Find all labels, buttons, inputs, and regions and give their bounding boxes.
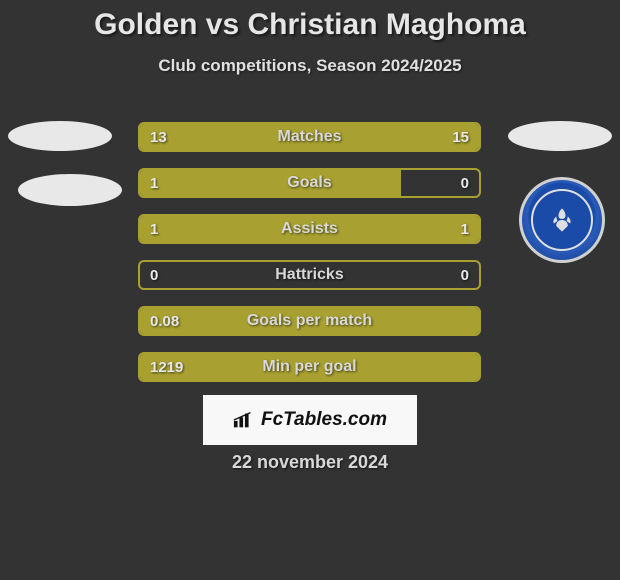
- stat-row-matches: 13 Matches 15: [138, 122, 481, 152]
- stat-fill-right: [310, 216, 480, 242]
- stat-fill-left: [140, 354, 479, 380]
- stat-fill-left: [140, 216, 310, 242]
- stat-value-left: 1219: [150, 354, 183, 380]
- stat-row-assists: 1 Assists 1: [138, 214, 481, 244]
- bars-icon: [233, 411, 255, 429]
- footer-brand-box[interactable]: FcTables.com: [203, 395, 417, 445]
- stats-container: 13 Matches 15 1 Goals 0 1 Assists 1 0 Ha…: [138, 122, 481, 398]
- stat-value-right: 15: [452, 124, 469, 150]
- stat-label: Hattricks: [140, 262, 479, 288]
- stat-value-left: 1: [150, 216, 158, 242]
- club-badge-inner: [531, 189, 593, 251]
- stat-row-mpg: 1219 Min per goal: [138, 352, 481, 382]
- stat-fill-left: [140, 308, 479, 334]
- player-left-avatar-2: [18, 174, 122, 206]
- stat-value-right: 0: [461, 262, 469, 288]
- stat-fill-left: [140, 170, 401, 196]
- page-title: Golden vs Christian Maghoma: [0, 0, 620, 42]
- player-right-avatar: [508, 121, 612, 151]
- stat-row-gpm: 0.08 Goals per match: [138, 306, 481, 336]
- stat-row-hattricks: 0 Hattricks 0: [138, 260, 481, 290]
- date-line: 22 november 2024: [0, 452, 620, 473]
- stat-value-left: 0.08: [150, 308, 179, 334]
- player-left-avatar-1: [8, 121, 112, 151]
- footer-brand-text: FcTables.com: [261, 409, 387, 431]
- stat-row-goals: 1 Goals 0: [138, 168, 481, 198]
- page-subtitle: Club competitions, Season 2024/2025: [0, 56, 620, 76]
- stat-value-right: 0: [461, 170, 469, 196]
- club-badge-right: [519, 177, 605, 263]
- stat-value-left: 13: [150, 124, 167, 150]
- stat-value-left: 1: [150, 170, 158, 196]
- stat-value-left: 0: [150, 262, 158, 288]
- phoenix-icon: [548, 206, 576, 234]
- stat-value-right: 1: [461, 216, 469, 242]
